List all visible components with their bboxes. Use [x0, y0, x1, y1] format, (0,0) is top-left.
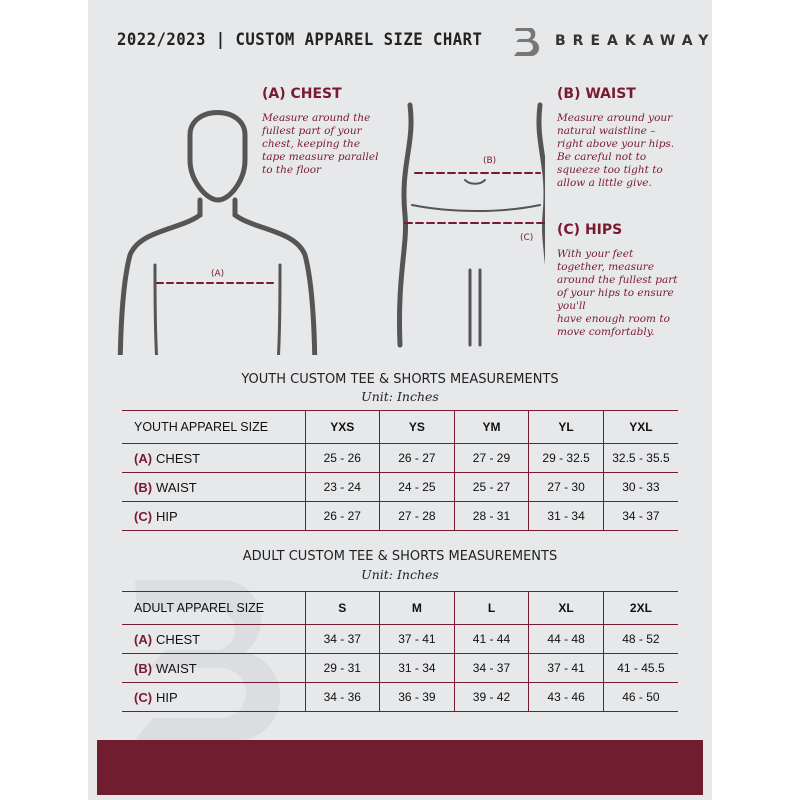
youth-unit: Unit: Inches — [361, 389, 439, 404]
waist-label: (B) WAIST — [557, 86, 636, 102]
value-cell: 37 - 41 — [379, 624, 455, 654]
hips-description: With your feet together, measure around th… — [557, 248, 678, 338]
body-illustration: (A) (B) (C) — [117, 102, 545, 355]
adult-unit: Unit: Inches — [361, 567, 439, 582]
row-label: (B) WAIST — [122, 653, 305, 683]
footer-band — [97, 740, 703, 795]
value-cell: 24 - 25 — [379, 472, 455, 502]
row-name: WAIST — [156, 479, 197, 495]
table-row: (B) WAIST 23 - 24 24 - 25 25 - 27 27 - 30 30 -… — [122, 472, 678, 502]
value-cell: 26 - 27 — [379, 443, 455, 473]
value-cell: 26 - 27 — [304, 501, 380, 531]
value-cell: 25 - 27 — [453, 472, 529, 502]
header-cell: YOUTH APPAREL SIZE — [122, 410, 305, 444]
value-cell: 48 - 52 — [602, 624, 678, 654]
row-name: CHEST — [156, 450, 201, 466]
value-cell: 31 - 34 — [528, 501, 604, 531]
row-code: (B) — [134, 479, 153, 495]
row-label: (B) WAIST — [122, 472, 305, 502]
value-cell: 27 - 28 — [379, 501, 455, 531]
table-row: (A) CHEST 25 - 26 26 - 27 27 - 29 29 - 32.5 32… — [122, 443, 678, 473]
value-cell: 39 - 42 — [453, 682, 529, 712]
table-row: (C) HIP 26 - 27 27 - 28 28 - 31 31 - 34 34 - 3… — [122, 501, 678, 531]
row-code: (B) — [134, 660, 153, 676]
row-code: (A) — [134, 631, 153, 647]
value-cell: 29 - 32.5 — [528, 443, 604, 473]
row-label: (A) CHEST — [122, 443, 305, 473]
value-cell: 43 - 46 — [528, 682, 604, 712]
value-cell: 31 - 34 — [379, 653, 455, 683]
brand-name: BREAKAWAY — [555, 33, 716, 49]
value-cell: 23 - 24 — [304, 472, 380, 502]
waist-marker: (B) — [483, 156, 496, 166]
youth-section-title: YOUTH CUSTOM TEE & SHORTS MEASUREMENTS — [241, 372, 559, 387]
adult-section-title: ADULT CUSTOM TEE & SHORTS MEASUREMENTS — [242, 549, 558, 564]
row-label: (A) CHEST — [122, 624, 305, 654]
value-cell: 41 - 45.5 — [602, 653, 678, 683]
header-cell: 2XL — [602, 591, 678, 625]
row-code: (A) — [134, 450, 153, 466]
value-cell: 36 - 39 — [379, 682, 455, 712]
header-cell: M — [379, 591, 455, 625]
header-cell: YM — [453, 410, 529, 444]
chest-marker: (A) — [211, 269, 224, 279]
header-cell: L — [453, 591, 529, 625]
value-cell: 32.5 - 35.5 — [602, 443, 678, 473]
value-cell: 34 - 37 — [304, 624, 380, 654]
header-cell: ADULT APPAREL SIZE — [122, 591, 305, 625]
row-code: (C) — [134, 689, 153, 705]
table-header-row: ADULT APPAREL SIZE S M L XL 2XL — [122, 591, 678, 625]
value-cell: 44 - 48 — [528, 624, 604, 654]
value-cell: 41 - 44 — [453, 624, 529, 654]
row-name: CHEST — [156, 631, 201, 647]
header-cell: S — [304, 591, 380, 625]
header-cell: YXL — [602, 410, 678, 444]
header-cell: YS — [379, 410, 455, 444]
adult-size-table: ADULT APPAREL SIZE S M L XL 2XL (A) CHEST 34 - 3… — [122, 591, 678, 712]
table-header-row: YOUTH APPAREL SIZE YXS YS YM YL YXL — [122, 410, 678, 444]
chest-description: Measure around the fullest part of your ch… — [262, 112, 379, 176]
row-name: WAIST — [156, 660, 197, 676]
page-title: 2022/2023 | CUSTOM APPAREL SIZE CHART — [117, 30, 483, 50]
table-row: (A) CHEST 34 - 37 37 - 41 41 - 44 44 - 48 48 -… — [122, 624, 678, 654]
value-cell: 25 - 26 — [304, 443, 380, 473]
row-label: (C) HIP — [122, 682, 305, 712]
row-name: HIP — [156, 508, 178, 524]
header-cell: XL — [528, 591, 604, 625]
value-cell: 37 - 41 — [528, 653, 604, 683]
table-row: (C) HIP 34 - 36 36 - 39 39 - 42 43 - 46 46 - 5… — [122, 682, 678, 712]
table-row: (B) WAIST 29 - 31 31 - 34 34 - 37 37 - 41 41 -… — [122, 653, 678, 683]
value-cell: 34 - 36 — [304, 682, 380, 712]
value-cell: 27 - 29 — [453, 443, 529, 473]
youth-size-table: YOUTH APPAREL SIZE YXS YS YM YL YXL (A) CHEST 25… — [122, 410, 678, 531]
value-cell: 28 - 31 — [453, 501, 529, 531]
header-cell: YL — [528, 410, 604, 444]
row-name: HIP — [156, 689, 178, 705]
row-code: (C) — [134, 508, 153, 524]
row-label: (C) HIP — [122, 501, 305, 531]
value-cell: 46 - 50 — [602, 682, 678, 712]
hip-marker: (C) — [520, 233, 533, 243]
value-cell: 34 - 37 — [602, 501, 678, 531]
value-cell: 29 - 31 — [304, 653, 380, 683]
value-cell: 34 - 37 — [453, 653, 529, 683]
hips-label: (C) HIPS — [557, 222, 623, 238]
value-cell: 27 - 30 — [528, 472, 604, 502]
value-cell: 30 - 33 — [602, 472, 678, 502]
waist-description: Measure around your natural waistline – ri… — [557, 112, 675, 189]
chest-label: (A) CHEST — [262, 86, 342, 102]
breakaway-logo-icon — [514, 28, 540, 57]
header-cell: YXS — [304, 410, 380, 444]
